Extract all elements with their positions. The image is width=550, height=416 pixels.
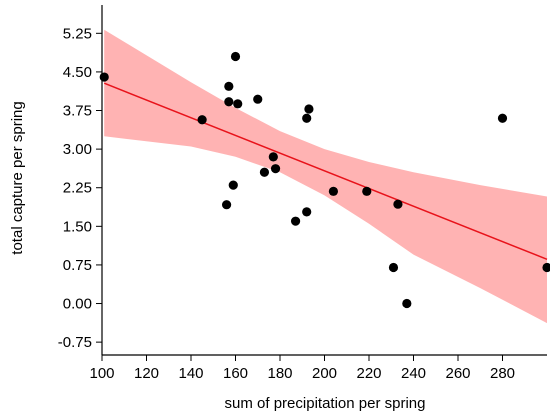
x-tick-label: 160 xyxy=(223,365,248,382)
x-tick-label: 140 xyxy=(178,365,203,382)
y-tick-label: 3.75 xyxy=(63,103,92,120)
regression-line xyxy=(103,82,548,260)
data-point xyxy=(233,99,243,109)
x-tick-label: 220 xyxy=(356,365,381,382)
confidence-band-layer xyxy=(104,29,547,324)
x-tick-label: 100 xyxy=(89,365,114,382)
data-point xyxy=(497,113,508,123)
y-tick-label: 2.25 xyxy=(63,180,92,197)
y-tick-label: -0.75 xyxy=(58,334,92,351)
data-point xyxy=(304,104,314,114)
data-point xyxy=(393,199,403,209)
data-point xyxy=(402,298,412,309)
data-point xyxy=(230,51,241,62)
y-tick-label: 1.50 xyxy=(63,218,92,235)
y-tick-label: 5.25 xyxy=(63,25,92,42)
data-point xyxy=(224,81,234,91)
regression-line-layer xyxy=(103,82,548,260)
y-axis-title: total capture per spring xyxy=(9,101,26,254)
y-tick-label: 0.00 xyxy=(63,296,92,313)
x-tick-label: 120 xyxy=(134,365,159,382)
x-tick-label: 260 xyxy=(445,365,470,382)
y-tick-label: 3.00 xyxy=(63,141,92,158)
data-point xyxy=(224,97,234,107)
data-point xyxy=(302,207,312,217)
y-tick-label: 4.50 xyxy=(63,64,92,81)
data-point xyxy=(99,72,109,82)
data-point xyxy=(302,113,312,123)
x-tick-label: 240 xyxy=(401,365,426,382)
confidence-band xyxy=(104,29,547,324)
data-point xyxy=(388,262,399,273)
data-point xyxy=(197,115,207,125)
data-point xyxy=(290,216,301,226)
y-tick-label: 0.75 xyxy=(63,257,92,274)
data-point xyxy=(270,164,281,174)
data-points-layer xyxy=(99,51,550,309)
data-point xyxy=(222,200,232,210)
data-point xyxy=(253,94,263,104)
x-axis-title: sum of precipitation per spring xyxy=(225,395,426,412)
data-point xyxy=(259,167,270,177)
ticks-layer: 100 120 140 160 180 200 220 240 260 280 5.25 4.50 3.… xyxy=(58,25,515,382)
x-tick-label: 280 xyxy=(490,365,515,382)
data-point xyxy=(542,262,550,273)
data-point xyxy=(328,186,338,196)
data-point xyxy=(228,180,238,190)
x-tick-label: 180 xyxy=(267,365,292,382)
data-point xyxy=(362,186,372,196)
data-point xyxy=(268,152,278,162)
x-tick-label: 200 xyxy=(312,365,337,382)
